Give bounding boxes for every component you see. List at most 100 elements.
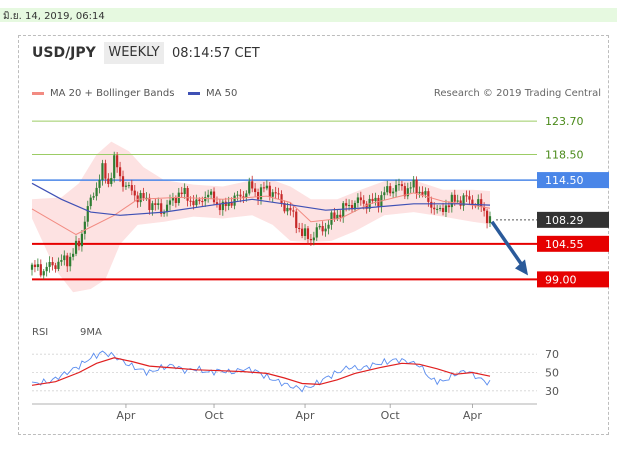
candle-body <box>350 204 354 210</box>
ma20-line <box>31 192 491 236</box>
candle-body <box>224 201 227 206</box>
candle-body <box>39 264 42 276</box>
candle-body <box>212 191 216 203</box>
candle-body <box>45 266 48 272</box>
candle-body <box>160 203 163 214</box>
candle-body <box>371 198 374 202</box>
candle-body <box>421 191 424 195</box>
candle-body <box>450 194 453 208</box>
candle-body <box>165 204 169 212</box>
legend-ma50: MA 50 <box>188 88 237 99</box>
candle-body <box>86 206 89 222</box>
candle-body <box>116 155 119 168</box>
candle-body <box>89 197 92 207</box>
candle-body <box>124 185 128 187</box>
candle-body <box>198 199 201 202</box>
candle-body <box>171 197 175 201</box>
candle-body <box>72 253 75 257</box>
time-label: 08:14:57 CET <box>172 46 260 61</box>
candle-body <box>436 208 439 210</box>
candle-body <box>54 265 57 269</box>
ma20-swatch <box>32 91 44 95</box>
candle-body <box>80 233 84 247</box>
candle-body <box>66 255 69 267</box>
candle-body <box>406 188 409 197</box>
candle-body <box>488 216 492 224</box>
candle-body <box>92 196 95 198</box>
candle-body <box>389 186 392 194</box>
candle-body <box>142 193 145 199</box>
candle-body <box>256 192 260 200</box>
level-label-0: 123.70 <box>545 115 584 128</box>
current-price-label: 108.29 <box>545 214 584 227</box>
candle-body <box>204 197 207 202</box>
candle-body <box>309 238 313 241</box>
candle-body <box>180 192 183 194</box>
candle-body <box>127 185 130 187</box>
candle-body <box>441 208 445 213</box>
candle-body <box>33 264 37 268</box>
candle-body <box>133 190 136 196</box>
candle-body <box>215 202 219 205</box>
chart-frame <box>18 35 609 435</box>
candle-body <box>324 228 327 232</box>
credit-text: Research © 2019 Trading Central <box>433 88 601 99</box>
candle-body <box>330 212 333 225</box>
candle-body <box>248 181 251 194</box>
timeframe-button[interactable]: WEEKLY <box>104 42 164 64</box>
candle-body <box>418 191 421 194</box>
level-box-4 <box>537 235 609 252</box>
candle-body <box>95 187 98 197</box>
current-price-box <box>537 211 609 228</box>
candle-body <box>259 187 263 200</box>
candle-body <box>262 187 266 189</box>
candle-body <box>118 167 122 177</box>
candle-body <box>298 227 301 229</box>
candle-body <box>218 204 221 211</box>
candle-body <box>174 197 177 204</box>
x-tick-label: Apr <box>296 409 316 422</box>
candle-body <box>207 194 210 198</box>
candle-body <box>265 185 268 189</box>
candle-body <box>471 199 474 206</box>
candle-body <box>359 197 362 201</box>
forecast-arrow-head <box>515 259 528 276</box>
candle-body <box>236 194 239 196</box>
candle-body <box>42 271 45 276</box>
candle-body <box>139 193 142 203</box>
candle-body <box>136 195 139 203</box>
candle-body <box>77 240 81 247</box>
rsi-series-9ma <box>31 357 491 386</box>
level-label-1: 118.50 <box>545 148 584 161</box>
candle-body <box>427 191 430 202</box>
candle-body <box>409 187 412 189</box>
candle-body <box>251 181 254 189</box>
candle-body <box>286 207 289 212</box>
candle-body <box>154 203 157 205</box>
candle-body <box>121 176 125 187</box>
candle-body <box>233 195 236 206</box>
candle-body <box>412 179 415 188</box>
candle-body <box>306 228 310 239</box>
candle-body <box>110 178 113 184</box>
candle-body <box>456 200 459 202</box>
candle-body <box>477 199 480 206</box>
legend-rsi-label: RSI <box>32 327 49 338</box>
candle-body <box>83 221 86 234</box>
candle-body <box>483 206 486 211</box>
candle-body <box>342 203 345 218</box>
candle-body <box>403 186 406 197</box>
candle-body <box>415 179 418 194</box>
x-tick-label: Apr <box>116 409 136 422</box>
candle-body <box>69 256 72 267</box>
candle-body <box>447 205 450 208</box>
candle-body <box>444 205 448 213</box>
candles <box>30 151 492 280</box>
candle-body <box>315 227 318 238</box>
x-tick-label: Oct <box>205 409 225 422</box>
candle-body <box>453 194 456 202</box>
date-bar: มิ.ย. 14, 2019, 06:14 <box>0 8 617 22</box>
candle-body <box>318 225 321 228</box>
candle-body <box>301 228 304 236</box>
